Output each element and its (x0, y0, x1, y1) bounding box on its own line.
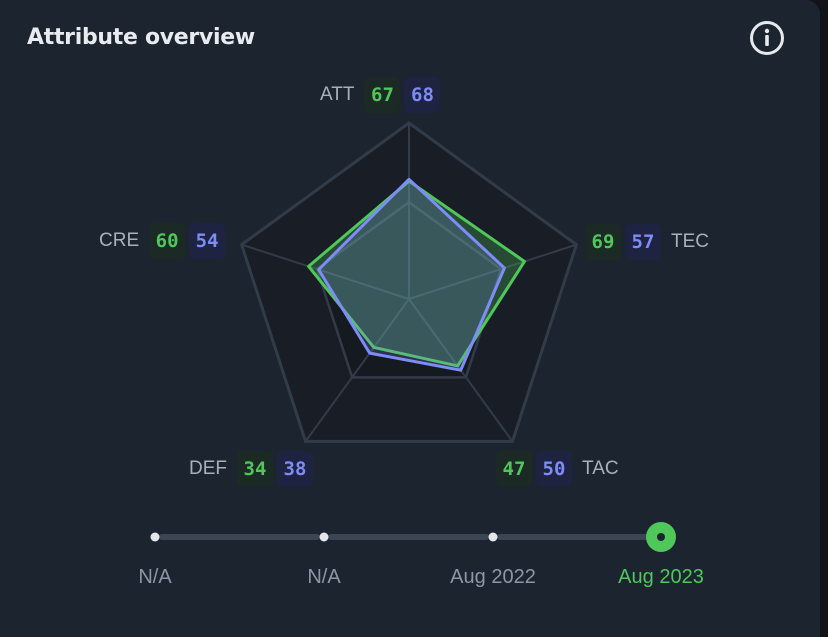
radar-grid (239, 121, 579, 443)
value-badge-series-1: 69 (585, 224, 621, 260)
value-badge-series-1: 67 (364, 77, 401, 113)
axis-label-att: ATT 67 68 (320, 77, 441, 113)
grid-spoke-def (304, 298, 410, 442)
value-badge-series-1: 34 (237, 451, 273, 487)
value-badge-series-2: 54 (189, 223, 226, 259)
timeline-track (150, 522, 676, 552)
axis-name: DEF (189, 458, 227, 479)
timeline-label[interactable]: Aug 2023 (618, 566, 704, 588)
timeline-point[interactable] (319, 532, 329, 542)
value-badge-series-2: 68 (404, 77, 441, 113)
grid-spoke-cre (241, 243, 410, 300)
timeline-label[interactable]: N/A (307, 566, 341, 588)
axis-label-tec: 69 57 TEC (585, 224, 709, 260)
info-icon[interactable] (750, 21, 784, 55)
axis-label-tac: 47 50 TAC (496, 451, 619, 487)
value-badge-series-1: 60 (149, 223, 186, 259)
timeline-point[interactable] (150, 532, 160, 542)
axis-name: CRE (99, 230, 140, 251)
value-badge-series-1: 47 (496, 451, 532, 487)
value-badge-series-2: 57 (625, 224, 661, 260)
value-badge-series-2: 38 (277, 451, 313, 487)
axis-name: ATT (320, 84, 355, 105)
timeline-point[interactable] (488, 532, 498, 542)
axis-name: TEC (671, 231, 709, 252)
axis-name: TAC (582, 458, 619, 479)
timeline-point-dot (657, 533, 665, 541)
value-badge-series-2: 50 (536, 451, 572, 487)
grid-spoke-tec (408, 243, 577, 300)
axis-label-cre: CRE 60 54 (99, 223, 226, 259)
timeline-label[interactable]: Aug 2022 (450, 566, 536, 588)
axis-label-def: DEF 34 38 (189, 451, 313, 487)
timeline-label[interactable]: N/A (138, 566, 172, 588)
series-2-polygon (317, 177, 506, 372)
card-title: Attribute overview (27, 25, 255, 50)
radar-series (307, 177, 526, 372)
